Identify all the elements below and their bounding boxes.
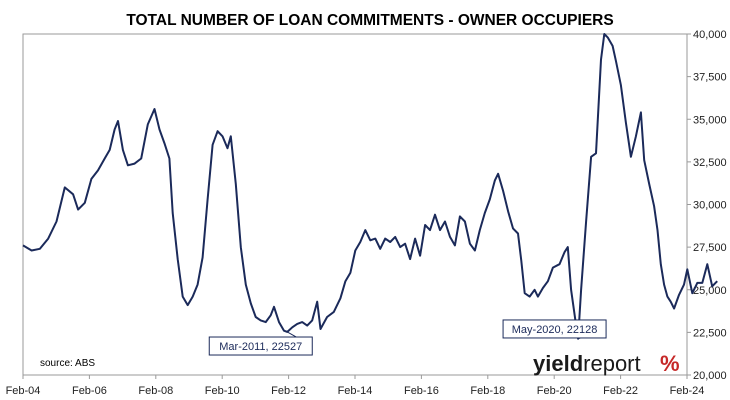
x-tick-label: Feb-12 — [271, 385, 306, 397]
series-layer — [22, 33, 718, 340]
x-tick-label: Feb-06 — [72, 385, 107, 397]
annotation-layer: Mar-2011, 22527 May-2020, 22128 — [208, 319, 607, 356]
x-tick-label: Feb-04 — [6, 385, 41, 397]
logo-percent-icon: % — [660, 351, 680, 376]
x-tick-label: Feb-22 — [603, 385, 638, 397]
y-tick-label: 32,500 — [693, 157, 727, 169]
series-line-0 — [22, 33, 718, 340]
x-tick-label: Feb-08 — [138, 385, 173, 397]
y-tick-label: 27,500 — [693, 242, 727, 254]
annotation-callout: May-2020, 22128 — [502, 319, 607, 340]
chart-title: TOTAL NUMBER OF LOAN COMMITMENTS - OWNER… — [126, 12, 613, 29]
yieldreport-logo: yieldreport % — [533, 351, 680, 376]
annotation-callout: Mar-2011, 22527 — [208, 331, 313, 356]
annotation-label: Mar-2011, 22527 — [219, 341, 302, 353]
source-label: source: ABS — [40, 358, 95, 369]
x-tick-label: Feb-10 — [205, 385, 240, 397]
y-axis-ticks: 20,000 22,500 25,000 27,500 30,000 32,500 35,0… — [687, 29, 727, 382]
x-tick-label: Feb-16 — [404, 385, 439, 397]
x-tick-label: Feb-24 — [670, 385, 705, 397]
y-tick-label: 37,500 — [693, 72, 727, 84]
y-tick-label: 22,500 — [693, 327, 727, 339]
annotation-label: May-2020, 22128 — [512, 324, 598, 336]
annotation-box — [208, 336, 313, 356]
y-tick-label: 30,000 — [693, 200, 727, 212]
x-tick-label: Feb-20 — [537, 385, 572, 397]
x-tick-label: Feb-14 — [338, 385, 373, 397]
svg-text:yieldreport: yieldreport — [533, 351, 641, 376]
y-tick-label: 35,000 — [693, 114, 727, 126]
y-tick-label: 25,000 — [693, 285, 727, 297]
y-tick-label: 40,000 — [693, 29, 727, 41]
annotation-box — [502, 319, 607, 339]
logo-text-yield: yield — [533, 351, 583, 376]
x-tick-label: Feb-18 — [470, 385, 505, 397]
x-axis-ticks: Feb-04 Feb-06 Feb-08 Feb-10 Feb-12 Feb-14 Feb-… — [6, 375, 705, 397]
logo-text-report: report — [583, 351, 640, 376]
y-tick-label: 20,000 — [693, 370, 727, 382]
